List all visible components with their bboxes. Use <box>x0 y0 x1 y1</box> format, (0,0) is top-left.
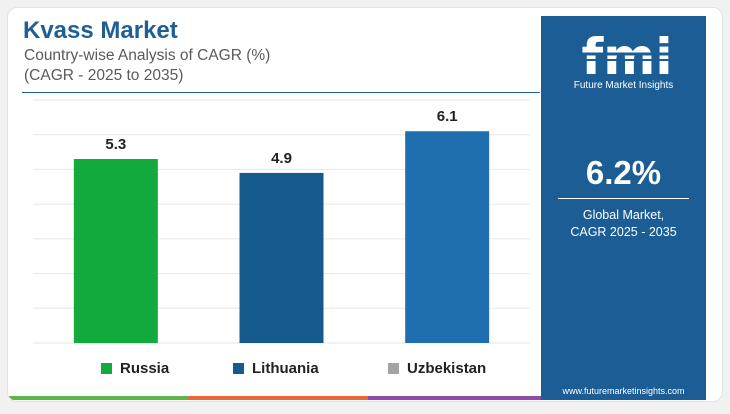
legend-item-uzbekistan: Uzbekistan <box>388 360 486 377</box>
panel-divider <box>558 198 689 199</box>
data-label-russia: 5.3 <box>105 136 126 153</box>
legend-label-russia: Russia <box>120 360 170 377</box>
accent-stripe-orange <box>188 396 368 400</box>
legend-label-uzbekistan: Uzbekistan <box>407 360 487 377</box>
website-url: www.futuremarketinsights.com <box>562 386 685 396</box>
global-cagr-period: CAGR 2025 - 2035 <box>570 225 677 239</box>
legend-item-russia: Russia <box>101 360 169 377</box>
logo-text: fmi <box>582 28 673 86</box>
fmi-logo: fmi <box>569 28 686 86</box>
title-divider <box>22 92 540 93</box>
data-label-lithuania: 4.9 <box>271 150 292 167</box>
bar-chart: 5.3 4.9 6.1 <box>33 99 530 344</box>
summary-panel: fmi Future Market Insights 6.2% Global M… <box>541 16 706 400</box>
chart-title: Kvass Market <box>23 17 178 44</box>
accent-stripe-purple <box>368 396 541 400</box>
legend-item-lithuania: Lithuania <box>233 360 319 377</box>
bar-lithuania <box>239 172 324 343</box>
legend-label-lithuania: Lithuania <box>252 360 319 377</box>
legend-swatch-lithuania <box>233 363 244 374</box>
logo-caption: Future Market Insights <box>573 80 674 91</box>
accent-stripe-green <box>8 396 188 400</box>
global-cagr-value: 6.2% <box>585 154 662 191</box>
legend-swatch-uzbekistan <box>388 363 399 374</box>
data-label-uzbekistan: 6.1 <box>437 108 458 125</box>
legend-swatch-russia <box>101 363 112 374</box>
bar-uzbekistan <box>405 131 490 343</box>
bar-russia <box>73 159 158 343</box>
chart-period: (CAGR - 2025 to 2035) <box>24 67 184 84</box>
chart-subtitle: Country-wise Analysis of CAGR (%) <box>24 47 271 64</box>
global-cagr-label: Global Market, <box>582 208 665 222</box>
report-card: Kvass Market Country-wise Analysis of CA… <box>7 7 723 402</box>
